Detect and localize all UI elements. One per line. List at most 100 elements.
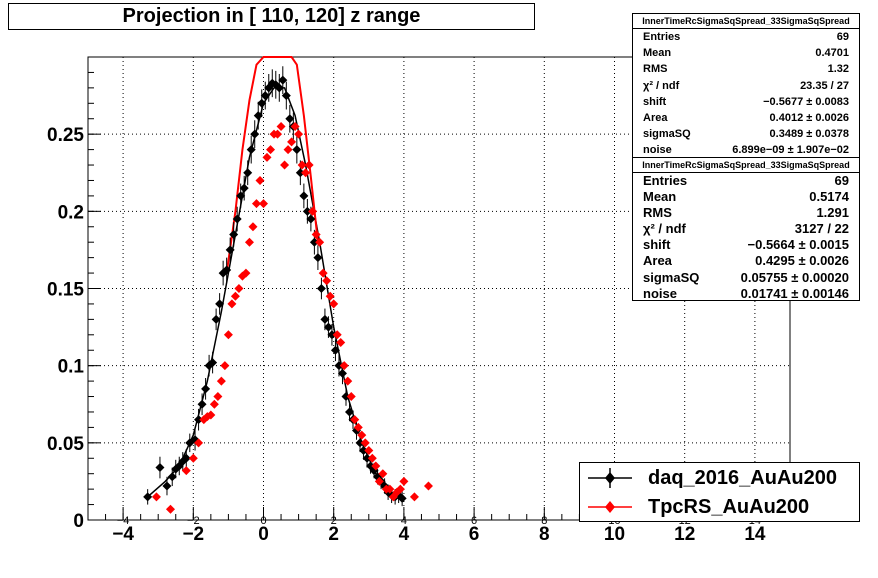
x-tick-label: 10	[604, 524, 625, 545]
stats-label: Mean	[643, 47, 672, 60]
x-tick-label: 12	[674, 524, 695, 545]
data-point-tpcrs	[280, 160, 290, 170]
data-point-daq	[243, 168, 253, 178]
data-point-tpcrs	[409, 492, 419, 502]
stats-value: 69	[836, 31, 849, 43]
data-point-daq	[362, 453, 372, 463]
data-point-tpcrs	[343, 376, 353, 386]
stats-label: Area	[643, 253, 672, 269]
legend-label-tpcrs: TpcRS_AuAu200	[648, 495, 810, 518]
data-point-tpcrs	[165, 504, 175, 514]
data-point-daq	[274, 83, 284, 93]
data-point-daq	[229, 229, 239, 239]
stats-label: Mean	[643, 189, 677, 205]
data-point-daq	[323, 322, 333, 332]
stats-row: noise 6.899e−09 ± 1.907e−02	[633, 142, 859, 158]
chart-title: Projection in [ 110, 120] z range	[122, 5, 421, 27]
data-point-daq	[167, 472, 177, 482]
data-point-tpcrs	[230, 291, 240, 301]
x-tick-label: 14	[744, 524, 766, 545]
data-point-tpcrs	[220, 361, 230, 371]
data-point-tpcrs	[315, 237, 325, 247]
data-point-daq	[143, 492, 153, 502]
data-point-tpcrs	[308, 206, 318, 216]
y-tick-label: 0.25	[47, 125, 84, 146]
data-point-tpcrs	[151, 492, 161, 502]
stats-row: shift −0.5664 ± 0.0015	[633, 237, 859, 253]
y-tick-label: 0.05	[47, 434, 84, 455]
stats-label: RMS	[643, 205, 672, 221]
x-tick-label: 8	[539, 524, 550, 545]
data-point-tpcrs	[248, 222, 258, 232]
stats-header: InnerTimeRcSigmaSqSpread_33SigmaSqSpread	[633, 158, 859, 173]
data-point-tpcrs	[287, 137, 297, 147]
data-point-daq	[162, 481, 172, 491]
data-point-daq	[330, 345, 340, 355]
data-point-tpcrs	[266, 145, 276, 155]
data-point-tpcrs	[332, 330, 342, 340]
data-point-tpcrs	[290, 121, 300, 131]
data-point-tpcrs	[360, 438, 370, 448]
data-point-tpcrs	[364, 446, 374, 456]
data-point-daq	[260, 91, 270, 101]
legend-symbol-daq	[588, 468, 632, 488]
data-point-tpcrs	[353, 422, 363, 432]
data-point-tpcrs	[209, 399, 219, 409]
data-point-tpcrs	[395, 484, 405, 494]
data-point-tpcrs	[374, 476, 384, 486]
data-point-tpcrs	[367, 453, 377, 463]
stats-value: 0.4012 ± 0.0026	[769, 111, 849, 124]
data-point-daq	[225, 245, 235, 255]
stats-value: 1.32	[827, 63, 849, 76]
y-tick-label: 0.2	[58, 202, 84, 223]
stats-label: shift	[643, 237, 671, 253]
x-tick-label-ghost: 2	[331, 515, 337, 527]
stats-value: 6.899e−09 ± 1.907e−02	[732, 144, 849, 157]
stats-row: RMS 1.291	[633, 205, 859, 221]
y-tick-label: 0.15	[47, 280, 84, 301]
data-point-daq	[320, 314, 330, 324]
stats-row: RMS 1.32	[633, 61, 859, 77]
data-point-daq	[292, 145, 302, 155]
data-point-tpcrs	[262, 152, 272, 162]
data-point-tpcrs	[357, 430, 367, 440]
stats-label: χ² / ndf	[643, 79, 680, 92]
x-tick-label-ghost: 8	[541, 515, 547, 527]
data-point-tpcrs	[371, 461, 381, 471]
data-point-daq	[239, 183, 249, 193]
stats-value: 0.05755 ± 0.00020	[740, 269, 849, 285]
data-point-tpcrs	[227, 299, 237, 309]
data-point-tpcrs	[223, 330, 233, 340]
legend: daq_2016_AuAu200 TpcRS_AuAu200	[579, 462, 860, 522]
stats-box-tpcrs: InnerTimeRcSigmaSqSpread_33SigmaSqSpread…	[632, 157, 860, 301]
data-point-tpcrs	[255, 175, 265, 185]
stats-value: −0.5677 ± 0.0083	[763, 95, 849, 108]
stats-label: Area	[643, 111, 668, 124]
stats-label: sigmaSQ	[643, 128, 691, 141]
data-point-daq	[302, 206, 312, 216]
stats-label: shift	[643, 95, 667, 108]
stats-row: χ² / ndf 23.35 / 27	[633, 78, 859, 94]
data-point-tpcrs	[311, 229, 321, 239]
data-point-daq	[222, 265, 232, 275]
stats-label: noise	[643, 144, 672, 157]
data-point-tpcrs	[276, 121, 286, 131]
data-point-tpcrs	[378, 469, 388, 479]
data-point-daq	[208, 358, 218, 368]
stats-label: RMS	[643, 63, 668, 76]
stats-value: 23.35 / 27	[800, 79, 849, 92]
data-point-tpcrs	[213, 392, 223, 402]
stats-value: 0.5174	[809, 189, 849, 205]
stats-header: InnerTimeRcSigmaSqSpread_33SigmaSqSpread	[633, 14, 859, 29]
data-point-daq	[257, 98, 267, 108]
legend-entry-tpcrs: TpcRS_AuAu200	[580, 492, 859, 522]
data-point-daq	[155, 463, 165, 473]
data-point-tpcrs	[399, 476, 409, 486]
y-tick-label: 0	[73, 511, 84, 532]
stats-label: Entries	[643, 173, 688, 188]
stats-label: sigmaSQ	[643, 269, 700, 285]
data-point-daq	[236, 191, 246, 201]
data-point-daq	[313, 253, 323, 263]
data-point-tpcrs	[346, 392, 356, 402]
